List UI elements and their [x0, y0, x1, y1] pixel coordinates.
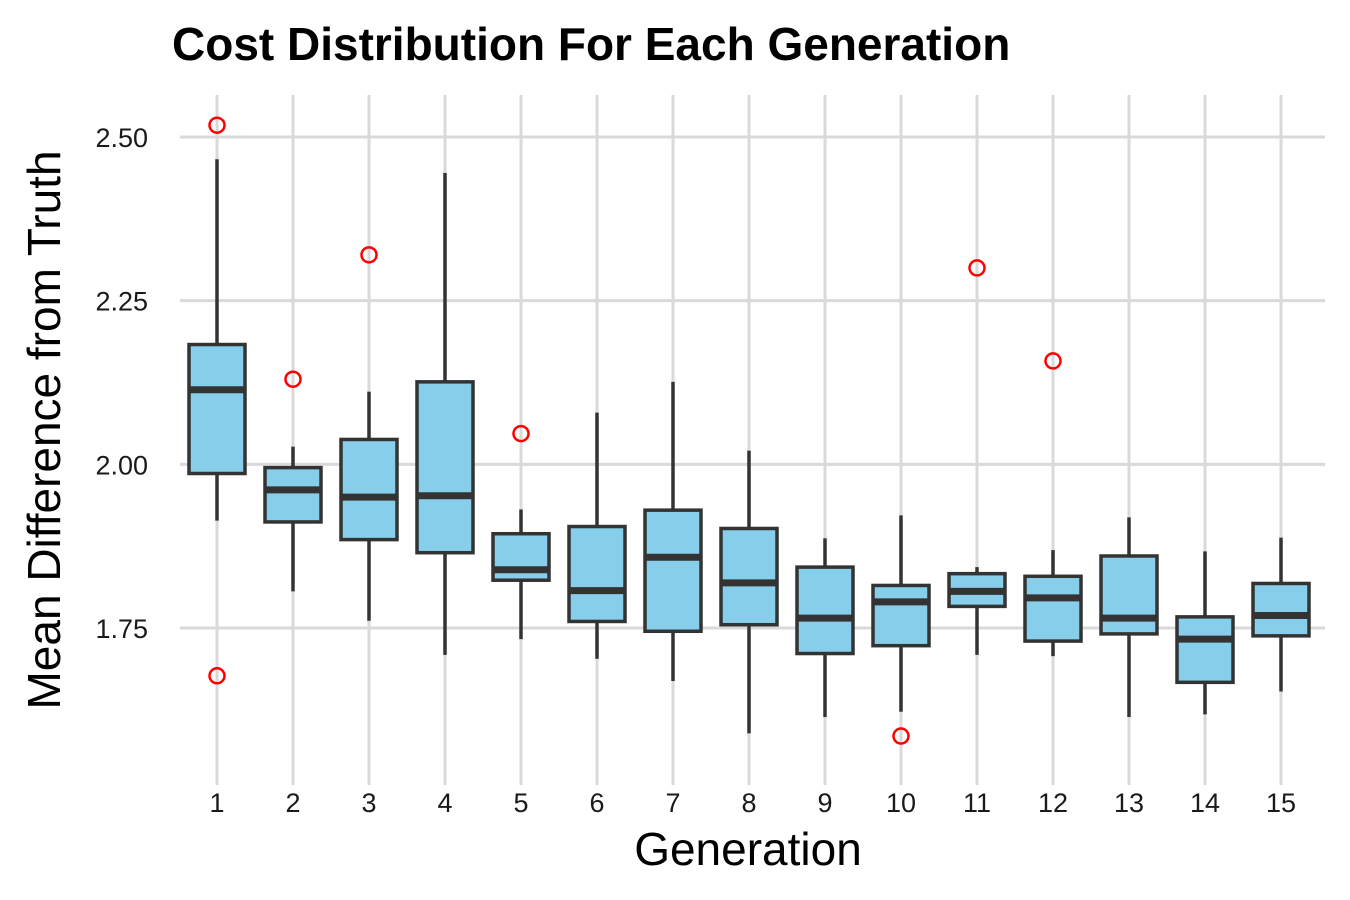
box-iqr [187, 342, 247, 476]
x-tick-label: 2 [285, 788, 300, 818]
outlier-point [284, 370, 302, 388]
y-axis-title: Mean Difference from Truth [18, 150, 70, 709]
box-iqr [491, 531, 551, 582]
x-tick-label: 12 [1038, 788, 1068, 818]
outlier-point [360, 246, 378, 264]
outliers [208, 116, 1062, 745]
x-tick-label: 15 [1266, 788, 1296, 818]
x-tick-label: 10 [886, 788, 916, 818]
box-iqr [567, 524, 627, 624]
x-tick-label: 14 [1190, 788, 1220, 818]
y-tick-label: 1.75 [95, 614, 148, 644]
x-tick-label: 8 [741, 788, 756, 818]
box-iqr [1099, 554, 1159, 636]
x-tick-label: 5 [513, 788, 528, 818]
x-axis-title: Generation [634, 823, 862, 875]
outlier-point [968, 259, 986, 277]
box-iqr [871, 583, 931, 648]
x-tick-label: 11 [963, 788, 991, 818]
y-tick-label: 2.25 [95, 287, 148, 317]
box-iqr [1023, 574, 1083, 643]
outlier-point [892, 727, 910, 745]
chart-title: Cost Distribution For Each Generation [172, 18, 1010, 70]
box-iqr [1175, 615, 1235, 685]
whiskers [215, 159, 1283, 734]
box-iqr [643, 508, 703, 634]
box-iqr [415, 380, 475, 555]
x-tick-label: 6 [589, 788, 604, 818]
outlier-point [208, 667, 226, 685]
outlier-point [512, 424, 530, 443]
box-iqr [719, 526, 779, 627]
tick-labels: 1.752.002.252.501 2 3 4 5 6 7 8 9 10 11 12 13 14 15 [95, 123, 1296, 818]
y-tick-label: 2.00 [95, 450, 148, 480]
x-tick-label: 13 [1114, 788, 1144, 818]
outlier-point [208, 116, 226, 134]
x-tick-label: 3 [361, 788, 376, 818]
outlier-point [1044, 352, 1062, 370]
y-tick-label: 2.50 [95, 123, 148, 153]
x-tick-label: 9 [817, 788, 832, 818]
x-tick-label: 4 [437, 788, 452, 818]
box-iqr [339, 437, 399, 542]
x-tick-label: 1 [209, 788, 224, 818]
box-iqr [1251, 581, 1311, 638]
box-iqr [795, 565, 855, 656]
x-tick-label: 7 [665, 788, 680, 818]
boxes [187, 342, 1311, 685]
box-iqr [263, 465, 323, 524]
